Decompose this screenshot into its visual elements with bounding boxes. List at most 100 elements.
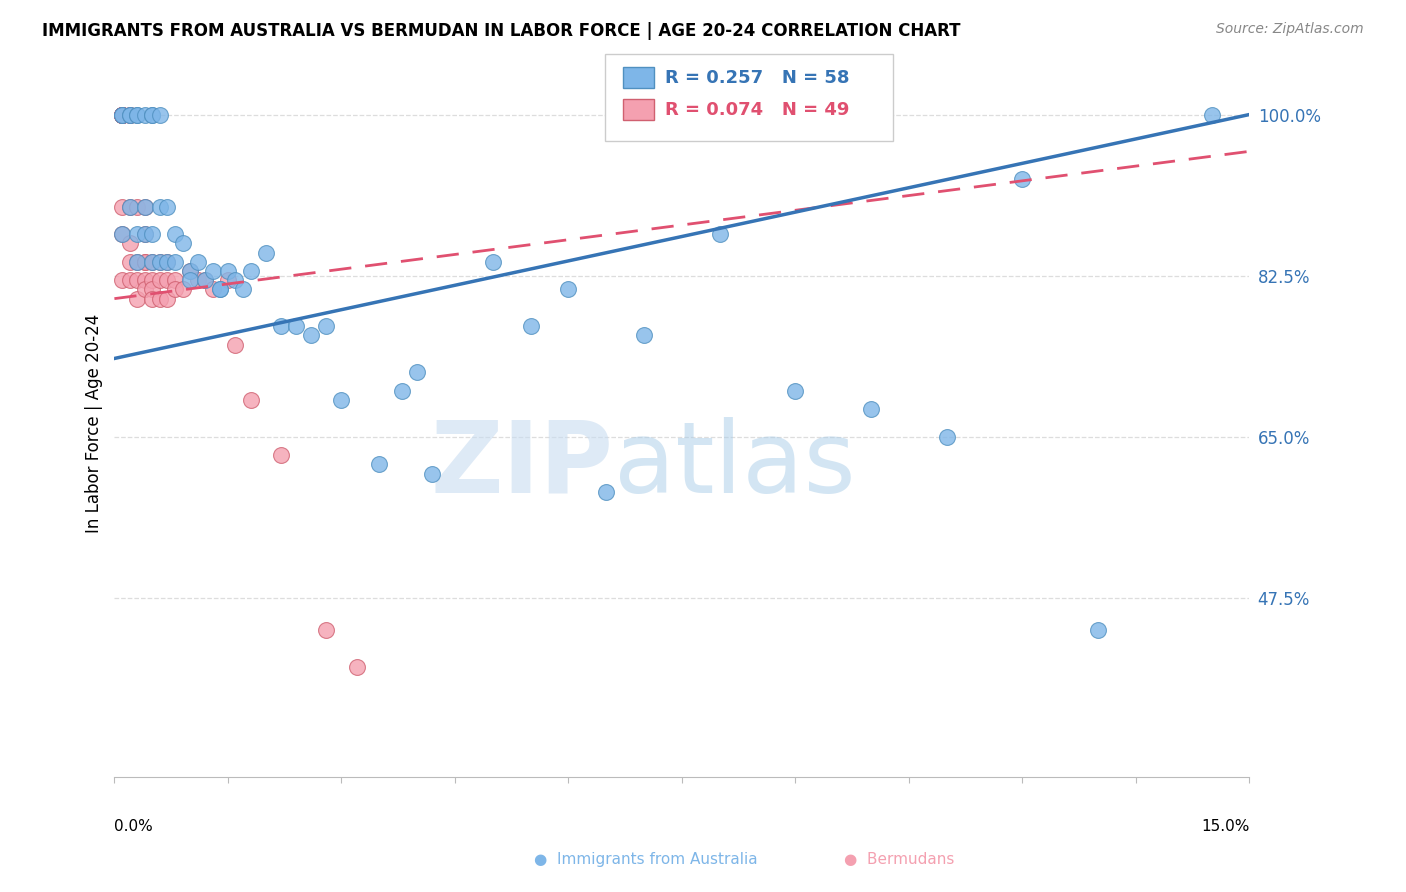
Point	[111, 107, 134, 121]
Point	[118, 107, 141, 121]
Point	[270, 448, 292, 462]
Text: ●  Bermudans: ● Bermudans	[844, 852, 955, 867]
Point	[118, 107, 141, 121]
Point	[194, 273, 217, 287]
Point	[127, 107, 149, 121]
Point	[785, 384, 807, 398]
Point	[860, 402, 883, 417]
Point	[134, 282, 156, 296]
Point	[1087, 623, 1109, 637]
Text: IMMIGRANTS FROM AUSTRALIA VS BERMUDAN IN LABOR FORCE | AGE 20-24 CORRELATION CHA: IMMIGRANTS FROM AUSTRALIA VS BERMUDAN IN…	[42, 22, 960, 40]
Point	[330, 392, 353, 407]
Point	[149, 255, 172, 269]
Point	[111, 107, 134, 121]
Point	[134, 107, 156, 121]
Point	[179, 273, 201, 287]
Point	[134, 255, 156, 269]
Point	[254, 245, 277, 260]
Point	[224, 337, 246, 351]
Point	[285, 319, 308, 334]
Point	[127, 255, 149, 269]
Point	[111, 107, 134, 121]
Point	[111, 107, 134, 121]
Point	[127, 200, 149, 214]
Point	[134, 227, 156, 242]
Point	[187, 273, 209, 287]
Point	[232, 282, 254, 296]
Point	[118, 107, 141, 121]
Point	[141, 292, 163, 306]
Point	[209, 282, 232, 296]
Point	[633, 328, 655, 343]
Point	[217, 273, 239, 287]
Point	[156, 273, 179, 287]
Point	[127, 255, 149, 269]
Point	[709, 227, 731, 242]
Point	[1011, 172, 1033, 186]
Point	[391, 384, 413, 398]
Point	[201, 282, 224, 296]
Point	[127, 227, 149, 242]
Point	[519, 319, 541, 334]
Point	[935, 430, 957, 444]
Point	[299, 328, 322, 343]
Point	[141, 107, 163, 121]
Point	[134, 200, 156, 214]
Point	[134, 255, 156, 269]
Point	[141, 227, 163, 242]
Point	[315, 319, 337, 334]
Y-axis label: In Labor Force | Age 20-24: In Labor Force | Age 20-24	[86, 313, 103, 533]
Point	[111, 273, 134, 287]
Point	[179, 264, 201, 278]
Point	[163, 273, 186, 287]
Text: Source: ZipAtlas.com: Source: ZipAtlas.com	[1216, 22, 1364, 37]
Text: R = 0.074   N = 49: R = 0.074 N = 49	[665, 101, 849, 119]
Point	[141, 273, 163, 287]
Point	[406, 365, 429, 379]
Point	[163, 255, 186, 269]
Point	[595, 484, 617, 499]
Point	[163, 227, 186, 242]
Point	[111, 107, 134, 121]
Point	[111, 107, 134, 121]
Point	[217, 264, 239, 278]
Point	[149, 292, 172, 306]
Point	[118, 236, 141, 251]
Point	[111, 107, 134, 121]
Point	[111, 200, 134, 214]
Point	[141, 107, 163, 121]
Text: ZIP: ZIP	[430, 417, 614, 514]
Text: 15.0%: 15.0%	[1201, 819, 1250, 834]
Point	[224, 273, 246, 287]
Point	[209, 282, 232, 296]
Point	[187, 255, 209, 269]
Point	[118, 107, 141, 121]
Point	[141, 255, 163, 269]
Point	[270, 319, 292, 334]
Text: ●  Immigrants from Australia: ● Immigrants from Australia	[534, 852, 758, 867]
Point	[201, 264, 224, 278]
Point	[156, 255, 179, 269]
Point	[149, 255, 172, 269]
Point	[111, 107, 134, 121]
Point	[149, 200, 172, 214]
Point	[156, 292, 179, 306]
Point	[163, 282, 186, 296]
Point	[1201, 107, 1223, 121]
Point	[134, 273, 156, 287]
Point	[134, 200, 156, 214]
Point	[239, 392, 262, 407]
Point	[346, 660, 368, 674]
Point	[111, 227, 134, 242]
Point	[127, 273, 149, 287]
Point	[111, 227, 134, 242]
Point	[172, 236, 194, 251]
Point	[481, 255, 503, 269]
Point	[156, 200, 179, 214]
Point	[134, 227, 156, 242]
Point	[172, 282, 194, 296]
Point	[315, 623, 337, 637]
Point	[149, 273, 172, 287]
Point	[111, 107, 134, 121]
Text: 0.0%: 0.0%	[114, 819, 153, 834]
